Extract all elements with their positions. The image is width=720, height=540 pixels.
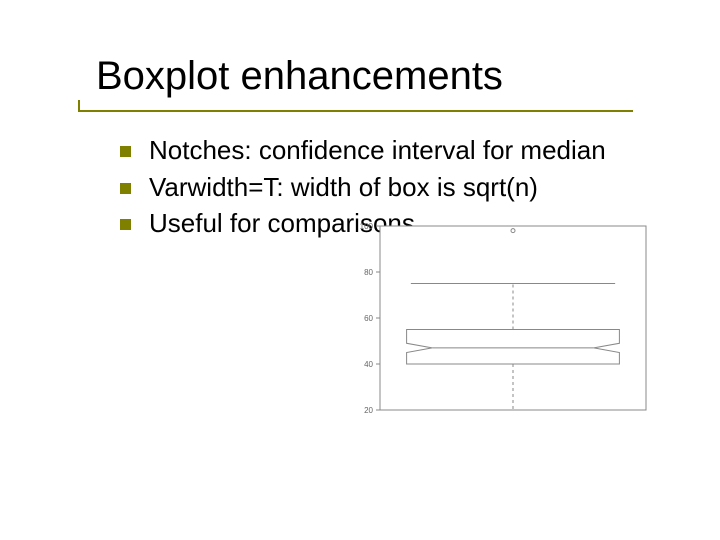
title-underline (78, 110, 633, 112)
bullet-text: Notches: confidence interval for median (149, 134, 606, 167)
bullet-text: Varwidth=T: width of box is sqrt(n) (149, 171, 538, 204)
slide-title: Boxplot enhancements (96, 54, 503, 99)
svg-text:60: 60 (364, 314, 373, 323)
bullet-square-icon (120, 146, 131, 157)
svg-text:100: 100 (360, 222, 374, 231)
bullet-item: Notches: confidence interval for median (120, 134, 680, 167)
bullet-square-icon (120, 183, 131, 194)
svg-text:20: 20 (364, 406, 373, 415)
svg-text:40: 40 (364, 360, 373, 369)
bullet-item: Varwidth=T: width of box is sqrt(n) (120, 171, 680, 204)
boxplot-figure: 20 40 60 80 100 (346, 218, 654, 418)
svg-text:80: 80 (364, 268, 373, 277)
bullet-square-icon (120, 219, 131, 230)
slide: Boxplot enhancements Notches: confidence… (0, 0, 720, 540)
